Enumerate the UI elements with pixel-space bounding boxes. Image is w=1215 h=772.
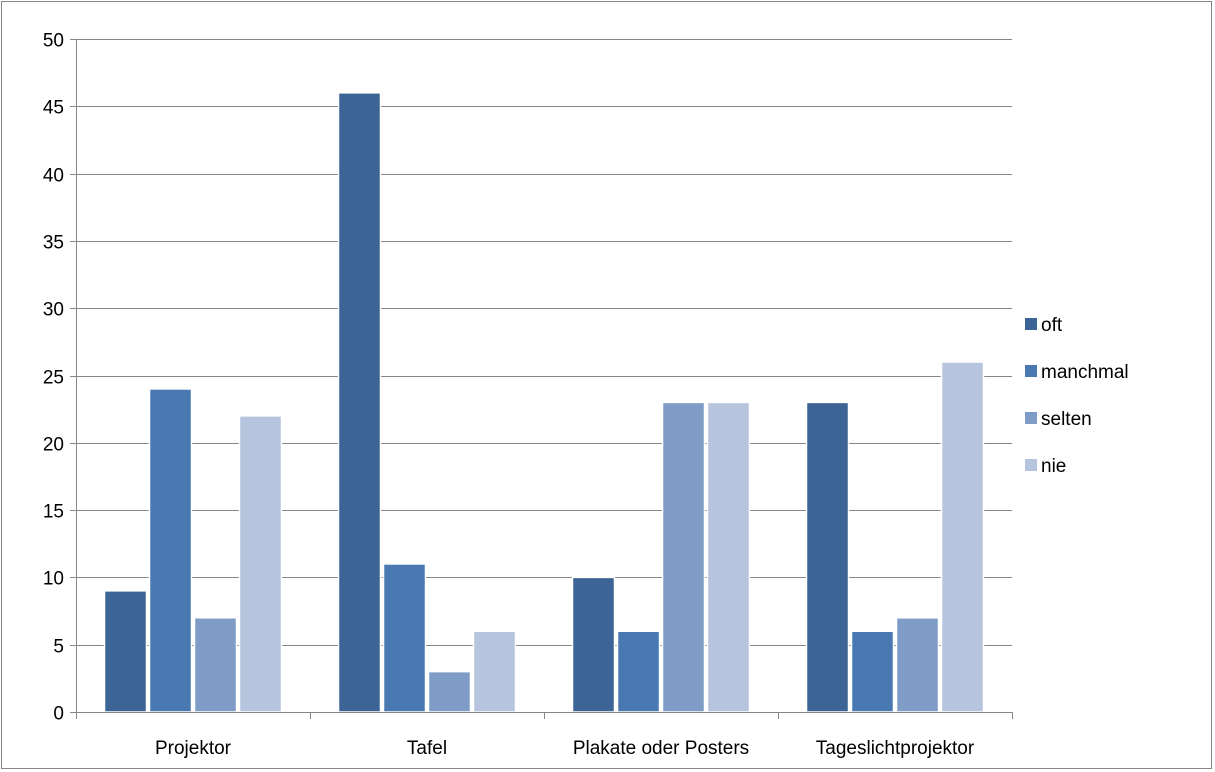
gridlines: [76, 39, 1012, 646]
y-axis-tick-labels: 0 5 10 15 20 25 30 35 40 45 50: [43, 31, 64, 725]
y-tick-label: 15: [43, 502, 64, 523]
legend-label-selten: selten: [1041, 409, 1092, 430]
y-tick-label: 10: [43, 569, 64, 590]
legend-swatch-selten: [1025, 412, 1037, 424]
y-tick-label: 0: [53, 704, 64, 725]
bar-nie-tageslichtprojektor: [940, 361, 985, 713]
x-tick-label: Tafel: [407, 738, 447, 759]
x-axis-tick-labels: Projektor Tafel Plakate oder Posters Tagesl…: [155, 738, 975, 759]
legend-label-nie: nie: [1041, 456, 1066, 477]
bars: [103, 92, 985, 713]
axes: [70, 39, 1013, 719]
legend-label-oft: oft: [1041, 315, 1063, 336]
legend-swatch-nie: [1025, 459, 1037, 471]
bar-manchmal-tageslichtprojektor: [850, 630, 895, 713]
legend: oft manchmal selten nie: [1025, 315, 1129, 477]
bar-selten-tafel: [427, 670, 472, 713]
y-tick-label: 30: [43, 300, 64, 321]
bar-nie-tafel: [472, 630, 517, 713]
bar-oft-plakate-oder-posters: [571, 576, 616, 713]
bar-selten-tageslichtprojektor: [895, 617, 940, 713]
legend-swatch-manchmal: [1025, 365, 1037, 377]
bar-oft-projektor: [103, 590, 148, 713]
x-tick-label: Projektor: [155, 738, 232, 759]
y-tick-label: 40: [43, 166, 64, 187]
x-tick-label: Plakate oder Posters: [573, 738, 749, 759]
y-tick-label: 20: [43, 435, 64, 456]
bar-nie-projektor: [238, 415, 283, 713]
bar-manchmal-plakate-oder-posters: [616, 630, 661, 713]
y-tick-label: 25: [43, 368, 64, 389]
bar-oft-tageslichtprojektor: [805, 401, 850, 713]
bar-selten-plakate-oder-posters: [661, 401, 706, 713]
bar-nie-plakate-oder-posters: [706, 401, 751, 713]
y-tick-label: 45: [43, 98, 64, 119]
bar-manchmal-projektor: [148, 388, 193, 713]
bar-selten-projektor: [193, 617, 238, 713]
y-tick-label: 5: [53, 637, 64, 658]
x-tick-label: Tageslichtprojektor: [816, 738, 975, 759]
bar-manchmal-tafel: [382, 563, 427, 713]
y-tick-label: 35: [43, 233, 64, 254]
legend-label-manchmal: manchmal: [1041, 362, 1129, 383]
bar-oft-tafel: [337, 92, 382, 713]
legend-swatch-oft: [1025, 318, 1037, 330]
y-tick-label: 50: [43, 31, 64, 52]
